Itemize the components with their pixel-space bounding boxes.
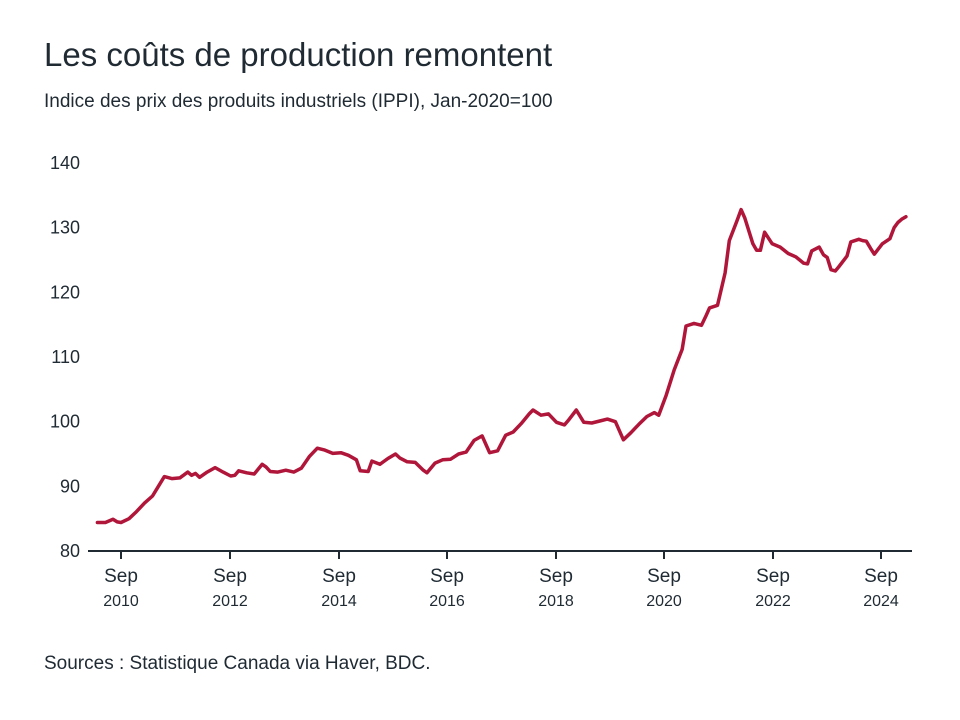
y-tick-label: 140 — [50, 153, 80, 173]
y-tick-label: 90 — [60, 476, 80, 496]
x-tick-label-month: Sep — [213, 566, 247, 587]
y-tick-label: 110 — [51, 347, 80, 367]
x-axis-ticks: Sep 2010 Sep 2012 Sep 2014 Sep 2016 Sep 2018 Sep 20… — [103, 551, 899, 610]
x-tick-label-month: Sep — [104, 566, 138, 587]
y-tick-label: 120 — [50, 282, 80, 302]
x-tick-label-year: 2012 — [212, 593, 248, 610]
chart-subtitle: Indice des prix des produits industriels… — [44, 91, 553, 112]
x-tick-label-month: Sep — [647, 566, 681, 587]
y-tick-label: 80 — [60, 541, 80, 561]
y-tick-label: 130 — [50, 218, 80, 238]
chart-title: Les coûts de production remontent — [44, 36, 553, 73]
x-tick-label-month: Sep — [864, 566, 898, 587]
series-line-ippi — [95, 207, 908, 525]
x-tick-label-year: 2016 — [429, 593, 465, 610]
x-tick-label-year: 2020 — [646, 593, 682, 610]
x-tick-label-year: 2018 — [538, 593, 574, 610]
x-tick-label-month: Sep — [539, 566, 573, 587]
x-tick-label-year: 2010 — [103, 593, 139, 610]
y-axis-ticks: 80 90 100 110 120 130 140 — [50, 153, 80, 561]
x-tick-label-month: Sep — [322, 566, 356, 587]
x-tick-label-year: 2022 — [755, 593, 791, 610]
x-tick-label-month: Sep — [430, 566, 464, 587]
y-tick-label: 100 — [50, 412, 80, 432]
x-tick-label-year: 2014 — [321, 593, 357, 610]
x-tick-label-year: 2024 — [863, 593, 899, 610]
chart-source: Sources : Statistique Canada via Haver, … — [44, 653, 431, 674]
x-tick-label-month: Sep — [756, 566, 790, 587]
